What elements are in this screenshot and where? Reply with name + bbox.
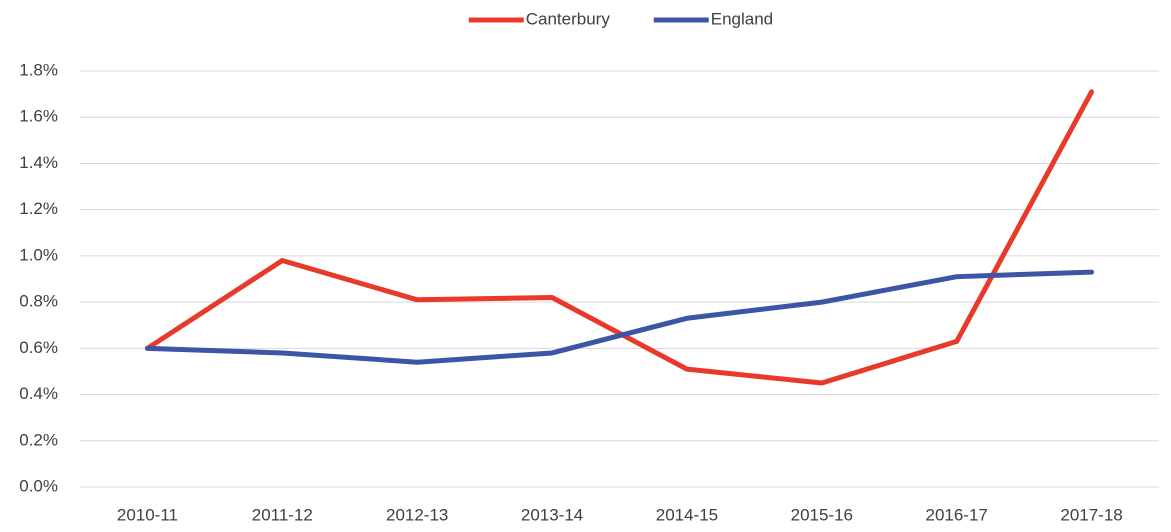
y-tick-label: 1.6% xyxy=(19,107,58,126)
y-tick-label: 0.8% xyxy=(19,292,58,311)
y-tick-label: 1.4% xyxy=(19,153,58,172)
series-line xyxy=(144,269,1095,365)
y-tick-label: 0.4% xyxy=(19,384,58,403)
legend-label: Canterbury xyxy=(526,9,611,28)
series-line xyxy=(144,89,1095,386)
x-tick-label: 2014-15 xyxy=(656,505,718,524)
x-tick-label: 2013-14 xyxy=(521,505,583,524)
y-tick-label: 1.2% xyxy=(19,199,58,218)
x-tick-label: 2015-16 xyxy=(791,505,853,524)
y-tick-label: 1.0% xyxy=(19,245,58,264)
x-tick-label: 2012-13 xyxy=(386,505,448,524)
x-tick-label: 2011-12 xyxy=(252,505,313,524)
x-tick-label: 2017-18 xyxy=(1060,505,1122,524)
y-tick-label: 0.2% xyxy=(19,430,58,449)
y-tick-label: 0.6% xyxy=(19,338,58,357)
x-tick-label: 2016-17 xyxy=(925,505,987,524)
x-tick-label: 2010-11 xyxy=(117,505,178,524)
legend-label: England xyxy=(711,9,773,28)
y-tick-label: 1.8% xyxy=(19,60,58,79)
y-tick-label: 0.0% xyxy=(19,476,58,495)
